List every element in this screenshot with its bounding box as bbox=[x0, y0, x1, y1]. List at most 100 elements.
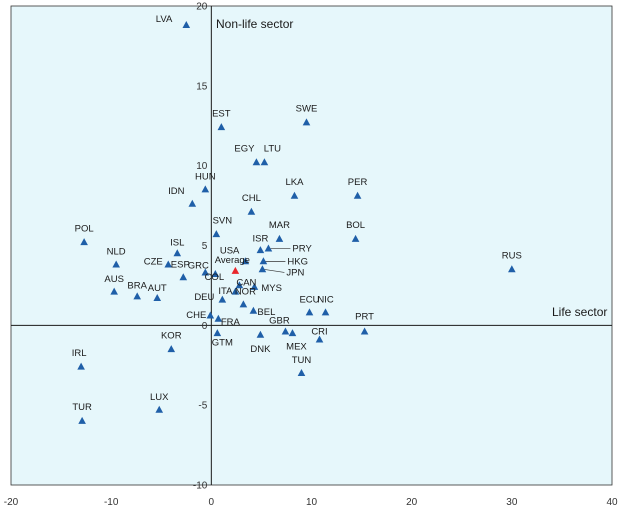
y-tick-label: 15 bbox=[196, 81, 208, 92]
point-marker-dnk bbox=[256, 330, 265, 338]
point-label-chl: CHL bbox=[242, 193, 261, 204]
point-label-swe: SWE bbox=[296, 104, 318, 115]
point-marker-hun bbox=[201, 185, 210, 193]
point-label-deu: DEU bbox=[194, 292, 214, 303]
x-tick-label: 40 bbox=[606, 497, 618, 508]
y-axis-title: Non-life sector bbox=[216, 17, 293, 31]
point-marker-per bbox=[353, 191, 362, 199]
point-marker-aus bbox=[110, 287, 118, 295]
point-label-lux: LUX bbox=[150, 392, 169, 403]
point-marker-esp bbox=[179, 273, 188, 281]
x-tick-label: 0 bbox=[209, 497, 215, 508]
point-marker-bra bbox=[133, 292, 142, 300]
point-marker-svn bbox=[212, 230, 221, 238]
point-marker-tur bbox=[78, 416, 86, 424]
point-marker-irl bbox=[77, 362, 85, 370]
point-label-average: Average bbox=[215, 255, 250, 266]
point-marker-cri bbox=[315, 335, 324, 343]
y-tick-label: 10 bbox=[196, 161, 208, 172]
point-marker-isr bbox=[256, 246, 265, 254]
point-label-mex: MEX bbox=[286, 341, 307, 352]
x-tick-label: 30 bbox=[506, 497, 518, 508]
point-marker-hkg bbox=[259, 257, 268, 265]
point-label-grc: GRC bbox=[188, 261, 209, 272]
y-tick-label: 0 bbox=[202, 321, 208, 332]
y-tick-label: -5 bbox=[198, 401, 207, 412]
point-marker-nor bbox=[239, 300, 248, 308]
point-label-est: EST bbox=[212, 108, 231, 119]
point-marker-idn bbox=[188, 199, 197, 207]
point-label-nor: NOR bbox=[235, 287, 256, 298]
point-marker-cze bbox=[164, 260, 173, 268]
point-label-tun: TUN bbox=[292, 355, 312, 366]
point-label-cri: CRI bbox=[311, 327, 327, 338]
point-marker-ecu bbox=[305, 308, 314, 316]
point-label-rus: RUS bbox=[502, 250, 522, 261]
point-marker-nld bbox=[112, 260, 120, 268]
point-label-nld: NLD bbox=[107, 247, 126, 258]
point-marker-bel bbox=[249, 306, 258, 314]
point-label-ltu: LTU bbox=[264, 143, 281, 154]
point-marker-nic bbox=[321, 308, 330, 316]
y-tick-label: 5 bbox=[202, 241, 208, 252]
point-marker-pry bbox=[264, 244, 273, 252]
point-label-che: CHE bbox=[186, 310, 206, 321]
point-marker-est bbox=[217, 123, 226, 131]
point-marker-fra bbox=[214, 314, 223, 322]
point-label-aus: AUS bbox=[104, 274, 124, 285]
point-label-pry: PRY bbox=[292, 244, 312, 255]
point-marker-grc bbox=[201, 268, 210, 276]
point-label-dnk: DNK bbox=[250, 344, 271, 355]
point-label-aut: AUT bbox=[148, 283, 167, 294]
point-label-nic: NIC bbox=[317, 295, 334, 306]
point-marker-col bbox=[211, 270, 220, 278]
point-label-esp: ESP bbox=[171, 259, 190, 270]
point-marker-ita bbox=[231, 287, 240, 295]
point-label-bra: BRA bbox=[127, 281, 147, 292]
point-label-kor: KOR bbox=[161, 330, 182, 341]
point-label-per: PER bbox=[348, 177, 368, 188]
point-marker-bol bbox=[351, 234, 360, 242]
point-marker-tun bbox=[297, 369, 306, 377]
point-marker-kor bbox=[167, 345, 176, 353]
point-marker-rus bbox=[508, 265, 516, 273]
point-label-gtm: GTM bbox=[212, 337, 233, 348]
point-marker-swe bbox=[302, 118, 311, 126]
point-marker-gtm bbox=[213, 329, 222, 337]
point-marker-jpn bbox=[258, 265, 267, 273]
point-label-bol: BOL bbox=[346, 220, 365, 231]
point-marker-isl bbox=[173, 249, 182, 257]
point-marker-average bbox=[231, 266, 240, 274]
point-label-can: CAN bbox=[236, 277, 256, 288]
y-tick-label: -10 bbox=[193, 481, 208, 492]
x-axis-title: Life sector bbox=[552, 305, 607, 319]
point-label-idn: IDN bbox=[168, 186, 185, 197]
point-label-lva: LVA bbox=[156, 14, 173, 25]
point-marker-aut bbox=[153, 293, 162, 301]
point-marker-egy bbox=[252, 158, 261, 166]
point-label-col: COL bbox=[205, 272, 225, 283]
point-label-tur: TUR bbox=[72, 402, 92, 413]
point-label-svn: SVN bbox=[213, 215, 233, 226]
point-marker-mys bbox=[250, 282, 259, 290]
point-marker-ltu bbox=[260, 158, 269, 166]
point-label-bel: BEL bbox=[257, 307, 275, 318]
point-label-hkg: HKG bbox=[287, 256, 308, 267]
point-label-cze: CZE bbox=[144, 257, 163, 268]
point-label-hun: HUN bbox=[195, 172, 216, 183]
point-label-ecu: ECU bbox=[299, 295, 319, 306]
point-label-egy: EGY bbox=[234, 143, 255, 154]
point-marker-can bbox=[235, 281, 244, 289]
y-tick-label: 20 bbox=[196, 2, 208, 13]
point-marker-mex bbox=[288, 329, 297, 337]
point-marker-deu bbox=[218, 295, 227, 303]
plot-area bbox=[10, 5, 613, 486]
leader-line-jpn bbox=[264, 269, 285, 273]
point-label-irl: IRL bbox=[72, 348, 87, 359]
point-label-lka: LKA bbox=[285, 177, 304, 188]
point-label-fra: FRA bbox=[221, 317, 241, 328]
point-marker-lux bbox=[155, 405, 164, 413]
point-marker-pol bbox=[80, 238, 88, 246]
point-label-isr: ISR bbox=[252, 233, 268, 244]
